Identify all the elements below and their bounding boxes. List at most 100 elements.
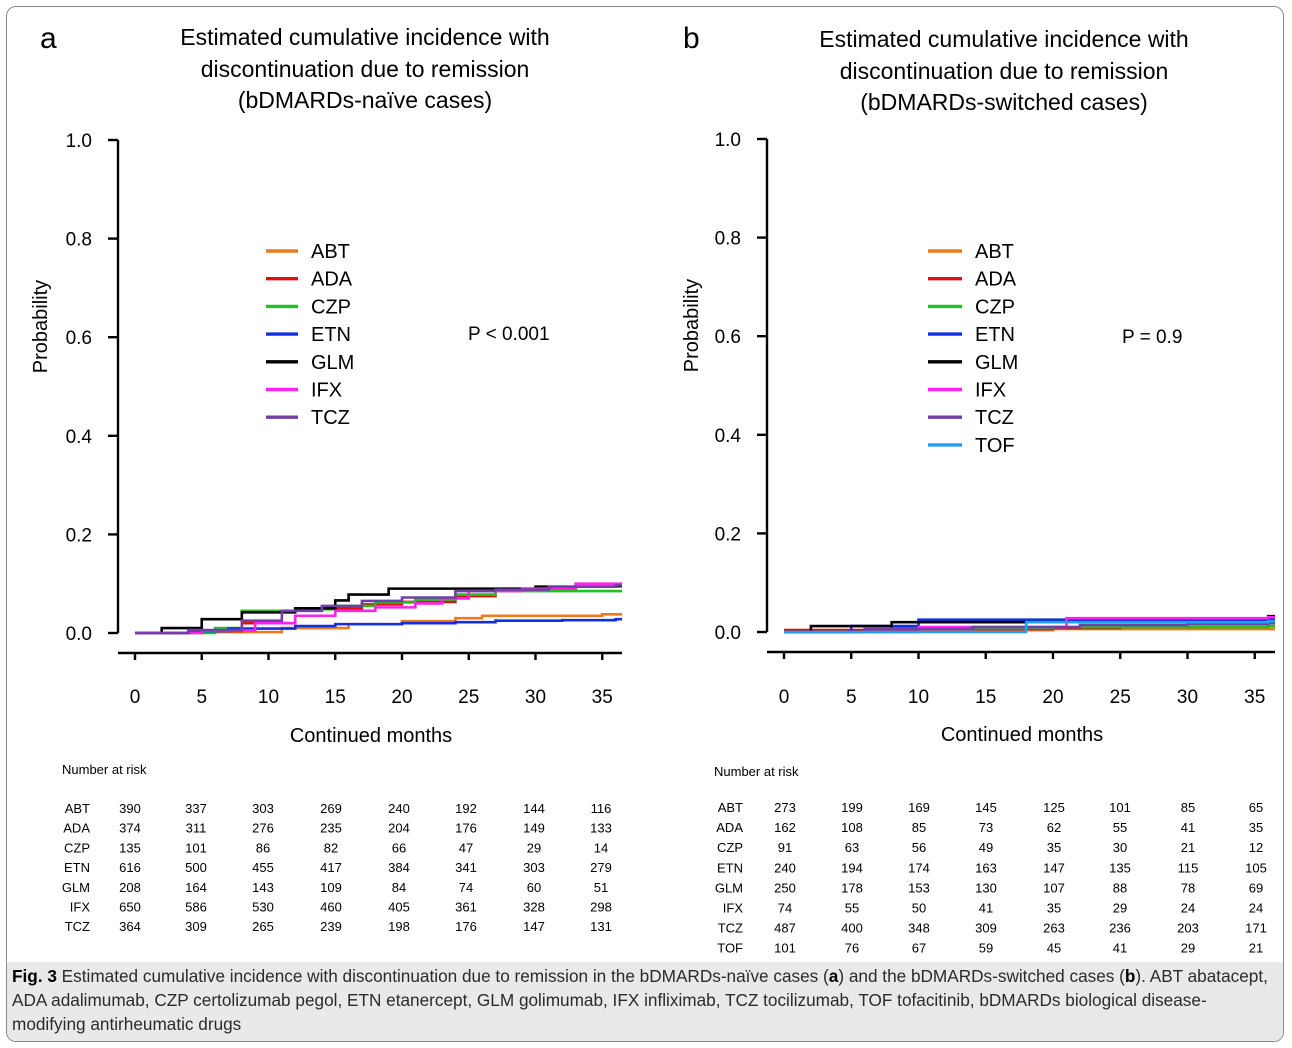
risk-cell: 41 [1113,941,1127,956]
risk-cell: 164 [185,880,207,895]
risk-cell: 101 [774,941,796,956]
risk-cell: 74 [778,901,792,916]
risk-cell: 500 [185,860,207,875]
risk-cell: 616 [119,860,141,875]
risk-cell: 235 [320,821,342,836]
risk-cell: 199 [841,800,863,815]
risk-cell: 487 [774,921,796,936]
risk-cell: 78 [1181,880,1195,895]
risk-cell: 55 [845,901,859,916]
risk-row-label: ABT [65,801,90,816]
risk-row-label: CZP [64,840,90,855]
x-tick-label: 30 [525,687,546,708]
risk-cell: 309 [185,919,207,934]
y-tick-label: 1.0 [66,131,92,152]
chart-title-line: (bDMARDs-naïve cases) [238,87,492,113]
risk-table-header: Number at risk [714,764,799,779]
risk-row-label: GLM [715,880,743,895]
chart-title-line: discontinuation due to remission [840,58,1169,84]
risk-cell: 66 [392,840,406,855]
caption-segment: Estimated cumulative incidence with disc… [56,966,829,986]
risk-cell: 311 [186,821,207,836]
risk-cell: 417 [320,860,342,875]
chart-title-line: Estimated cumulative incidence with [819,26,1188,52]
risk-row-label: TOF [717,941,743,956]
risk-cell: 303 [252,801,274,816]
legend-label: CZP [311,296,351,318]
figure-frame [6,6,1284,1042]
legend-label: ABT [311,241,350,263]
risk-cell: 24 [1249,901,1263,916]
risk-cell: 328 [523,900,545,915]
risk-cell: 85 [1181,800,1195,815]
risk-cell: 269 [320,801,342,816]
risk-row-label: TCZ [718,921,743,936]
y-tick-label: 0.6 [66,328,92,349]
risk-cell: 273 [774,800,796,815]
risk-cell: 162 [774,820,796,835]
x-tick-label: 35 [592,687,613,708]
risk-cell: 65 [1249,800,1263,815]
risk-cell: 12 [1249,840,1263,855]
risk-cell: 101 [1109,800,1131,815]
caption-segment: ). ABT abatacept, ADA adalimumab, CZP ce… [12,966,1268,1034]
x-tick-label: 15 [325,687,346,708]
caption-body: Estimated cumulative incidence with disc… [12,966,1268,1034]
x-axis-label: Continued months [290,725,452,747]
y-tick-label: 0.0 [715,623,741,644]
risk-cell: 374 [119,821,141,836]
p-value-annotation: P = 0.9 [1122,327,1182,348]
risk-cell: 41 [979,901,993,916]
figure-canvas: a Estimated cumulative incidence with disc… [30,22,1275,956]
chart-title-line: (bDMARDs-switched cases) [860,89,1148,115]
x-tick-label: 0 [130,687,141,708]
risk-cell: 21 [1249,941,1263,956]
risk-cell: 198 [388,919,410,934]
figure-caption: Fig. 3 Estimated cumulative incidence wi… [12,964,1280,1036]
risk-cell: 236 [1109,921,1131,936]
risk-cell: 130 [975,880,997,895]
risk-cell: 276 [252,821,274,836]
x-tick-label: 30 [1177,687,1198,708]
series-line-tcz [784,621,1275,634]
risk-cell: 239 [320,919,342,934]
risk-cell: 49 [979,840,993,855]
legend-label: GLM [975,352,1018,374]
risk-cell: 240 [774,860,796,875]
risk-cell: 169 [908,800,930,815]
risk-cell: 390 [119,801,141,816]
legend-label: GLM [311,352,354,374]
risk-cell: 204 [388,821,410,836]
risk-row-label: ADA [63,821,90,836]
risk-cell: 86 [256,840,270,855]
caption-background [7,962,1283,1041]
chart-panel-a: a Estimated cumulative incidence with disc… [30,22,622,934]
risk-cell: 208 [119,880,141,895]
risk-cell: 174 [908,860,930,875]
risk-cell: 29 [527,840,541,855]
legend-label: CZP [975,296,1015,318]
risk-cell: 74 [459,880,473,895]
risk-cell: 24 [1181,901,1195,916]
legend-label: ADA [311,269,353,291]
y-tick-label: 0.8 [66,230,92,251]
legend-label: TOF [975,435,1015,457]
risk-row-label: ETN [717,860,743,875]
risk-cell: 135 [1109,860,1131,875]
x-tick-label: 25 [458,687,479,708]
y-tick-label: 0.2 [66,525,92,546]
x-tick-label: 15 [975,687,996,708]
risk-cell: 203 [1177,921,1199,936]
risk-cell: 105 [1245,860,1267,875]
risk-cell: 384 [388,860,410,875]
y-tick-label: 1.0 [715,130,741,151]
risk-cell: 29 [1181,941,1195,956]
risk-cell: 586 [185,900,207,915]
risk-cell: 400 [841,921,863,936]
risk-cell: 125 [1043,800,1065,815]
caption-segment: b [1124,966,1136,986]
x-tick-label: 10 [258,687,279,708]
risk-cell: 303 [523,860,545,875]
legend-label: IFX [975,380,1006,402]
chart-panel-b: b Estimated cumulative incidence with disc… [681,22,1275,956]
